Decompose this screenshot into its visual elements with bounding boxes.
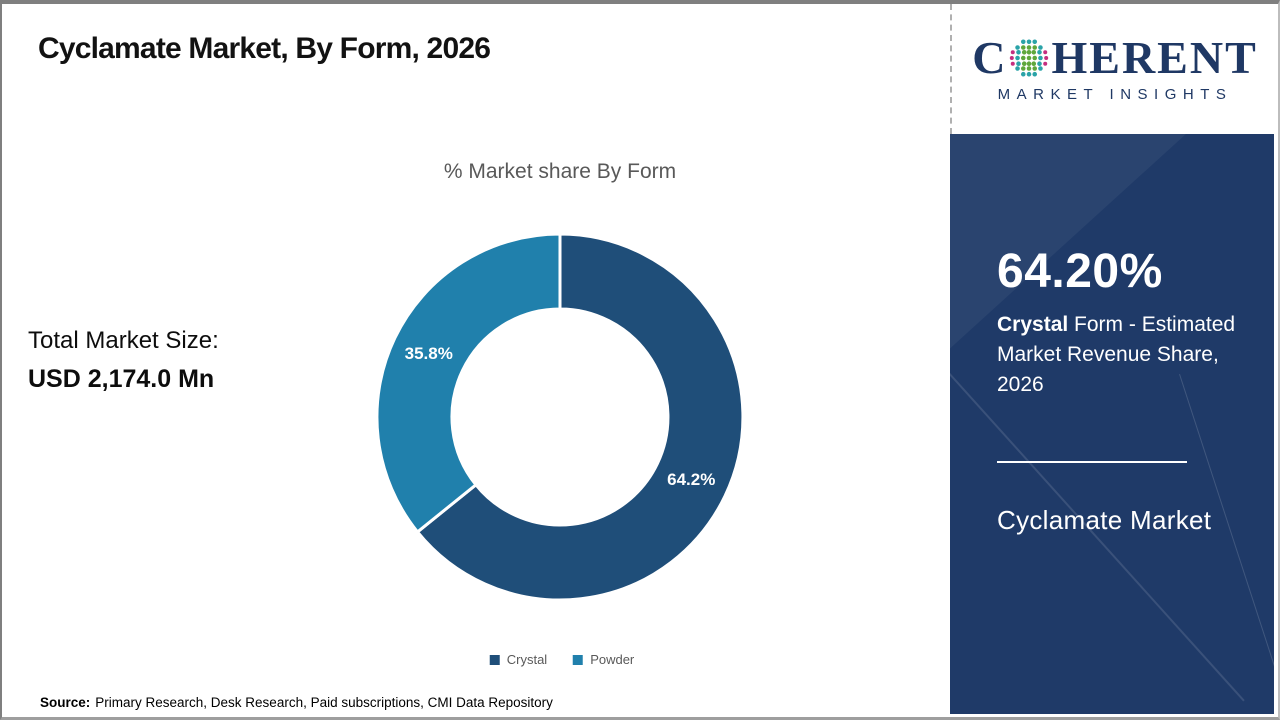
legend-item-powder: Powder — [573, 652, 634, 667]
highlight-stat-value: 64.20% — [997, 245, 1163, 298]
brand-tagline: MARKET INSIGHTS — [997, 86, 1233, 103]
page-title: Cyclamate Market, By Form, 2026 — [38, 32, 491, 65]
source-note: Source: Primary Research, Desk Research, … — [40, 695, 553, 710]
brand-logo-area: C HERENT MARKET INSIGHTS — [950, 4, 1278, 134]
legend-swatch-powder — [573, 654, 584, 665]
legend-label-powder: Powder — [590, 652, 635, 667]
pie-slice-crystal — [416, 232, 745, 602]
total-market-size-block: Total Market Size: USD 2,174.0 Mn — [28, 327, 219, 394]
source-text: Primary Research, Desk Research, Paid su… — [95, 695, 553, 710]
legend-item-crystal: Crystal — [489, 652, 548, 667]
source-label: Source: — [40, 695, 91, 710]
chart-title: % Market share By Form — [443, 160, 677, 183]
brand-wordmark: C HERENT — [972, 35, 1258, 81]
slice-label-powder: 35.8% — [404, 344, 453, 364]
donut-chart: 64.2% 35.8% — [374, 231, 746, 603]
sidebar-divider-line — [997, 461, 1187, 463]
pie-slice-powder — [375, 232, 562, 534]
dotted-globe-icon — [1010, 39, 1049, 77]
legend-label-crystal: Crystal — [506, 652, 548, 667]
total-market-size-value: USD 2,174.0 Mn — [28, 365, 215, 393]
highlight-stat-rest: Form - Estimated Market Revenue Share, 2… — [997, 313, 1236, 396]
total-market-size-label: Total Market Size: — [28, 327, 219, 354]
sidebar: 64.20% Crystal Form - Estimated Market R… — [950, 134, 1274, 714]
sidebar-texture-streak-2 — [1179, 374, 1274, 714]
highlight-stat-description: Crystal Form - Estimated Market Revenue … — [997, 310, 1249, 400]
highlight-stat-segment: Crystal — [997, 313, 1069, 336]
chart-legend: Crystal Powder — [489, 652, 634, 667]
slice-label-crystal: 64.2% — [667, 469, 716, 489]
donut-chart-svg — [375, 232, 745, 602]
brand-letters-herent: HERENT — [1051, 32, 1258, 83]
brand-letter-c: C — [972, 32, 1008, 83]
report-name: Cyclamate Market — [997, 505, 1212, 535]
legend-swatch-crystal — [489, 654, 500, 665]
